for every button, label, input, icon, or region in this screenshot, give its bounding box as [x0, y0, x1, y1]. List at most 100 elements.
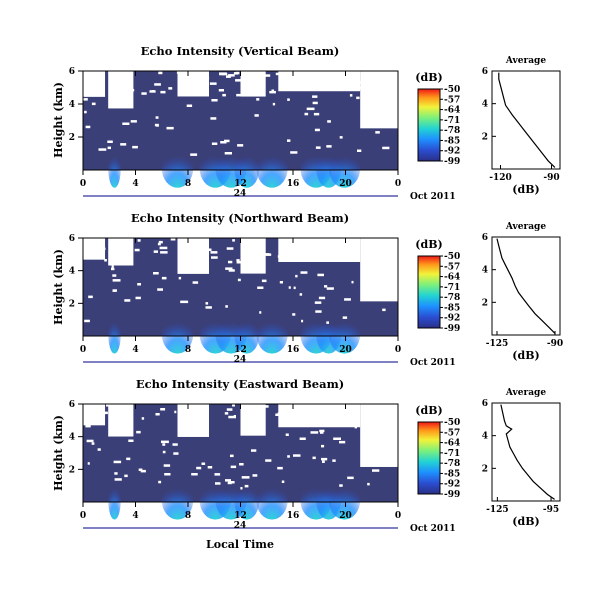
gap-cell: [192, 281, 199, 284]
gap-cell: [122, 122, 130, 125]
average-x-tick-label: -95: [543, 505, 559, 515]
gap-cell: [123, 252, 129, 255]
gap-cell: [138, 468, 143, 471]
gap-cell: [364, 268, 368, 272]
gap-cell: [91, 411, 95, 414]
gap-cell: [226, 247, 234, 250]
gap-cell: [258, 409, 265, 413]
gap-cell: [110, 254, 114, 257]
gap-cell: [237, 144, 244, 147]
gap-cell: [372, 469, 380, 472]
average-x-label: (dB): [512, 183, 539, 196]
gap-cell: [160, 251, 168, 254]
gap-cell: [115, 405, 123, 408]
gap-cell: [237, 278, 241, 282]
gap-cell: [117, 252, 121, 255]
average-x-tick-label: -120: [489, 173, 512, 183]
gap-cell: [189, 79, 196, 82]
gap-cell: [312, 456, 316, 460]
average-x-tick-label: -90: [547, 339, 563, 349]
gap-cell: [161, 276, 167, 280]
gap-cell: [121, 240, 125, 244]
gap-cell: [233, 415, 236, 418]
gap-cell: [232, 404, 235, 407]
gap-cell: [361, 270, 367, 274]
gap-cell: [88, 413, 96, 417]
gap-cell: [269, 90, 276, 94]
gap-cell: [196, 466, 202, 470]
gap-cell: [262, 253, 270, 256]
heatmap-echoes: [108, 148, 361, 188]
gap-cell: [315, 310, 322, 313]
gap-cell: [321, 457, 328, 461]
colorbar: (dB)-50-57-64-71-78-85-92-99: [415, 238, 460, 334]
panel-title: Echo Intensity (Eastward Beam): [136, 377, 344, 391]
echo-blob: [256, 480, 288, 520]
gap-cell: [220, 141, 227, 144]
gap-cell: [366, 406, 373, 410]
average-x-label: (dB): [512, 515, 539, 528]
gap-cell: [207, 466, 213, 469]
gap-cell: [293, 286, 296, 290]
gap-cell: [211, 256, 218, 259]
colorbar-gradient: [417, 421, 441, 495]
gap-block: [240, 71, 266, 97]
gap-cell: [363, 101, 368, 105]
gap-cell: [85, 87, 91, 91]
gap-cell: [367, 240, 371, 243]
gap-block: [240, 238, 266, 274]
average-profile-line: [500, 404, 555, 500]
echo-blob: [161, 148, 194, 188]
gap-cell: [363, 410, 372, 413]
gap-cell: [107, 140, 113, 143]
gap-cell: [100, 247, 106, 251]
gap-cell: [232, 239, 235, 242]
gap-cell: [325, 249, 332, 252]
x-tick-label: 16: [287, 511, 300, 521]
gap-cell: [382, 308, 386, 312]
gap-cell: [112, 274, 117, 277]
echo-blob: [234, 480, 260, 520]
gap-cell: [104, 259, 107, 262]
date-mark: 24: [234, 355, 247, 365]
gap-cell: [127, 241, 132, 245]
gap-cell: [288, 286, 291, 289]
x-tick-label: 4: [132, 511, 138, 521]
gap-cell: [83, 98, 88, 101]
gap-cell: [226, 408, 233, 411]
gap-cell: [287, 139, 291, 142]
gap-cell: [310, 81, 319, 84]
gap-cell: [240, 404, 245, 407]
x-tick-label: 0: [395, 345, 401, 355]
gap-block: [177, 404, 209, 437]
gap-cell: [85, 125, 91, 129]
echo-blob: [256, 314, 288, 354]
gap-block: [177, 71, 209, 97]
gap-cell: [300, 271, 308, 274]
gap-cell: [383, 239, 391, 243]
x-tick-label: 8: [185, 179, 191, 189]
colorbar-tick-label: -92: [444, 314, 460, 324]
gap-cell: [332, 459, 336, 462]
gap-cell: [312, 95, 318, 98]
gap-cell: [292, 313, 296, 316]
colorbar-tick-label: -71: [444, 449, 460, 459]
gap-cell: [155, 413, 160, 416]
gap-cell: [293, 454, 301, 457]
gap-cell: [157, 242, 161, 246]
gap-cell: [251, 449, 257, 452]
gap-cell: [314, 128, 320, 132]
gap-cell: [287, 98, 290, 101]
x-tick-label: 20: [339, 179, 352, 189]
gap-cell: [140, 469, 146, 473]
gap-cell: [218, 89, 224, 92]
gap-cell: [384, 409, 387, 412]
average-frame: [491, 70, 561, 170]
gap-cell: [224, 412, 229, 415]
gap-cell: [154, 83, 161, 86]
gap-cell: [235, 79, 241, 82]
gap-cell: [378, 85, 383, 88]
colorbar-unit: (dB): [415, 404, 442, 417]
gap-cell: [88, 295, 93, 299]
